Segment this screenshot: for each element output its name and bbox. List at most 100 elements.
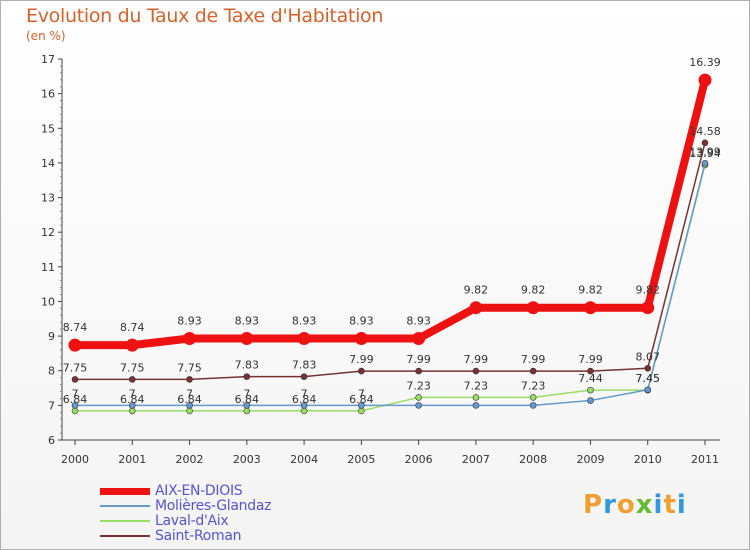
series-line-aix-en-dios — [75, 79, 709, 350]
x-tick-label: 2006 — [405, 453, 433, 466]
x-tick-label: 2005 — [347, 453, 375, 466]
x-tick-label: 2007 — [462, 453, 490, 466]
data-label-saint-roman: 7.75 — [120, 361, 145, 374]
y-tick-label: 7 — [48, 399, 55, 412]
x-tick-label: 2008 — [519, 453, 547, 466]
data-label-laval-daix: 7.23 — [521, 379, 546, 392]
data-label-saint-roman: 7.75 — [177, 361, 202, 374]
legend-swatch — [100, 505, 150, 507]
logo-letter: i — [653, 490, 664, 520]
logo-letter: r — [603, 490, 617, 520]
data-point-molieres-glandaz — [415, 402, 422, 409]
data-label-laval-daix: 6.84 — [120, 393, 145, 406]
data-point-laval-daix — [529, 394, 537, 401]
data-point-saint-roman — [71, 376, 79, 383]
series-line-laval-daix — [75, 164, 706, 412]
legend-swatch — [100, 488, 150, 495]
data-label-laval-daix: 13.94 — [689, 147, 721, 160]
data-label-molieres-glandaz: 7 — [186, 387, 193, 400]
y-tick-label: 17 — [41, 53, 55, 66]
data-point-laval-daix — [358, 407, 365, 415]
x-tick-label: 2002 — [176, 453, 204, 466]
data-point-saint-roman — [358, 367, 365, 375]
x-tick-label: 2001 — [118, 453, 146, 466]
y-tick-label: 11 — [41, 261, 55, 274]
series-line-molieres-glandaz — [75, 163, 706, 407]
data-point-molieres-glandaz — [128, 402, 136, 409]
legend-label: AIX-EN-DIOIS — [155, 483, 243, 499]
data-label-saint-roman: 7.83 — [292, 359, 317, 372]
x-tick-label: 2010 — [634, 453, 662, 466]
data-label-aix-en-dios: 9.82 — [521, 284, 546, 297]
data-label-aix-en-dios: 9.82 — [578, 284, 603, 297]
data-label-aix-en-dios: 9.82 — [464, 284, 489, 297]
data-point-aix-en-dios — [526, 301, 540, 315]
data-label-aix-en-dios: 16.39 — [689, 56, 721, 69]
y-tick-label: 6 — [48, 434, 55, 447]
data-point-molieres-glandaz — [243, 402, 251, 409]
data-point-laval-daix — [71, 407, 79, 415]
data-point-saint-roman — [529, 367, 537, 375]
data-point-aix-en-dios — [412, 332, 426, 346]
data-label-laval-daix: 6.84 — [349, 393, 374, 406]
logo-letter: i — [676, 490, 687, 520]
y-tick-label: 8 — [48, 365, 55, 378]
data-point-saint-roman — [587, 367, 594, 375]
logo-letter: P — [583, 490, 604, 520]
data-point-aix-en-dios — [698, 73, 712, 87]
data-label-molieres-glandaz: 7 — [129, 387, 136, 400]
data-point-aix-en-dios — [240, 332, 254, 346]
legend-label: Saint-Roman — [155, 528, 242, 544]
data-label-laval-daix: 6.84 — [292, 393, 317, 406]
data-point-molieres-glandaz — [300, 402, 308, 409]
data-point-molieres-glandaz — [587, 397, 594, 404]
data-point-saint-roman — [243, 373, 251, 380]
data-label-saint-roman: 8.07 — [635, 350, 660, 363]
data-label-saint-roman: 7.75 — [63, 361, 88, 374]
data-point-saint-roman — [472, 367, 480, 375]
data-label-aix-en-dios: 8.74 — [63, 321, 88, 334]
y-units-label: (en %) — [26, 29, 66, 43]
chart-title: Evolution du Taux de Taxe d'Habitation — [26, 5, 384, 27]
data-label-saint-roman: 7.83 — [235, 359, 260, 372]
data-label-laval-daix: 6.84 — [63, 393, 88, 406]
y-tick-label: 12 — [41, 226, 55, 239]
data-label-aix-en-dios: 8.93 — [292, 315, 317, 328]
data-point-laval-daix — [587, 386, 594, 394]
data-point-aix-en-dios — [297, 332, 311, 346]
data-point-saint-roman — [701, 139, 709, 147]
legend-swatch — [100, 535, 150, 537]
y-tick-label: 16 — [41, 88, 55, 101]
data-point-saint-roman — [300, 373, 308, 380]
data-point-molieres-glandaz — [472, 402, 480, 409]
data-point-molieres-glandaz — [71, 402, 79, 409]
series-line-saint-roman — [75, 142, 706, 381]
proxiti-logo: Proxiti — [583, 490, 687, 520]
data-point-saint-roman — [128, 376, 136, 383]
data-point-aix-en-dios — [354, 332, 368, 346]
data-label-saint-roman: 7.99 — [406, 353, 431, 366]
data-point-saint-roman — [415, 367, 422, 375]
data-point-saint-roman — [186, 376, 193, 383]
data-point-laval-daix — [128, 407, 136, 415]
legend-swatch — [100, 520, 150, 522]
x-tick-label: 2011 — [691, 453, 719, 466]
data-label-saint-roman: 14.58 — [689, 125, 721, 138]
legend-label: Laval-d'Aix — [155, 513, 229, 529]
data-point-molieres-glandaz — [186, 402, 193, 409]
data-point-aix-en-dios — [68, 338, 82, 352]
legend-label: Molières-Glandaz — [155, 498, 272, 514]
data-label-saint-roman: 7.99 — [521, 353, 546, 366]
data-label-molieres-glandaz: 7 — [301, 387, 308, 400]
data-point-molieres-glandaz — [644, 386, 652, 394]
data-label-saint-roman: 7.99 — [349, 353, 374, 366]
data-point-aix-en-dios — [641, 301, 655, 315]
data-point-molieres-glandaz — [701, 159, 709, 167]
x-tick-label: 2004 — [290, 453, 318, 466]
data-label-laval-daix: 7.44 — [578, 372, 603, 385]
data-label-molieres-glandaz: 13.99 — [689, 145, 721, 158]
data-label-aix-en-dios: 8.93 — [349, 315, 374, 328]
logo-letter: o — [616, 490, 636, 520]
data-label-saint-roman: 7.99 — [578, 353, 603, 366]
data-label-aix-en-dios: 9.82 — [635, 284, 660, 297]
